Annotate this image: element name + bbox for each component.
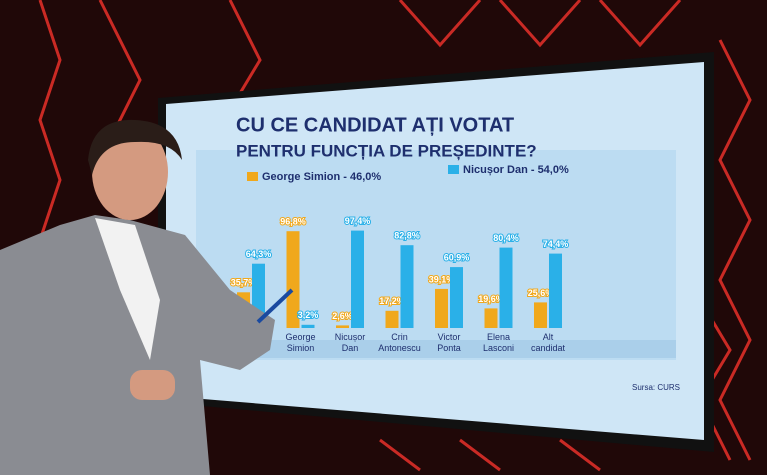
chart-title: CU CE CANDIDAT AȚI VOTAT: [236, 114, 514, 136]
x-tick-label: George Simion: [285, 332, 316, 353]
chart-subtitle: PENTRU FUNCȚIA DE PREȘEDINTE?: [236, 141, 537, 160]
legend-label: George Simion - 46,0%: [262, 171, 381, 183]
value-label: 60,9%: [444, 252, 470, 262]
bar: [400, 245, 414, 328]
legend-swatch: [247, 172, 258, 181]
bar: [534, 302, 547, 328]
bar: [499, 247, 513, 328]
x-tick-label: Alt candidat: [530, 332, 566, 353]
value-label: 39,1%: [429, 274, 455, 284]
value-label: 97,4%: [345, 216, 371, 226]
value-label: 96,8%: [280, 217, 306, 227]
bar: [450, 267, 463, 328]
x-tick-label: Victor Ponta: [437, 332, 461, 353]
x-tick-label: Elena Lasconi: [482, 332, 515, 353]
value-label: 25,6%: [528, 288, 554, 298]
bar: [435, 288, 448, 328]
x-tick-label: Crin Antonescu: [378, 332, 421, 353]
bar: [484, 308, 498, 328]
value-label: 19,6%: [478, 294, 504, 304]
source: Sursa: CURS: [632, 383, 680, 392]
value-label: 74,4%: [543, 239, 569, 249]
x-tick-label: Nicușor Dan: [334, 332, 366, 353]
value-label: 64,3%: [246, 249, 272, 259]
bar: [336, 325, 349, 328]
legend-label: Nicușor Dan - 54,0%: [463, 164, 569, 176]
bar: [286, 231, 300, 328]
bar: [385, 310, 399, 328]
bar: [351, 230, 364, 328]
value-label: 17,2%: [379, 296, 405, 306]
value-label: 35,7%: [231, 278, 257, 288]
legend-swatch: [448, 165, 459, 174]
value-label: 2,6%: [332, 311, 353, 321]
value-label: 80,4%: [493, 233, 519, 243]
value-label: 3,2%: [298, 310, 319, 320]
bar: [301, 324, 315, 328]
value-label: 82,8%: [394, 231, 420, 241]
bar: [549, 253, 562, 328]
